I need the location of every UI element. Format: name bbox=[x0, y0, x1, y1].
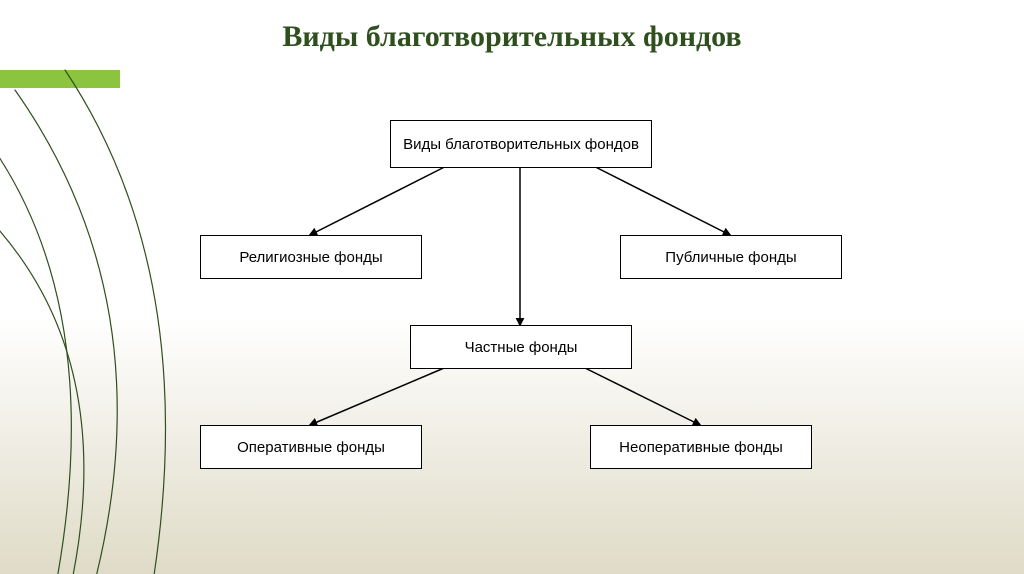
node-label: Виды благотворительных фондов bbox=[403, 136, 639, 153]
node-label: Публичные фонды bbox=[665, 249, 796, 266]
edge-root-to-public bbox=[594, 166, 731, 235]
node-nonoperative: Неоперативные фонды bbox=[590, 425, 812, 469]
node-label: Частные фонды bbox=[465, 339, 578, 356]
node-label: Оперативные фонды bbox=[237, 439, 385, 456]
edge-private-to-nonoperative bbox=[583, 367, 700, 425]
decorative-grass-curves bbox=[0, 0, 1024, 574]
edge-private-to-operative bbox=[310, 367, 447, 425]
accent-bar bbox=[0, 70, 120, 88]
diagram-edges bbox=[0, 0, 1024, 574]
page-title: Виды благотворительных фондов bbox=[0, 20, 1024, 54]
node-private: Частные фонды bbox=[410, 325, 632, 369]
node-operative: Оперативные фонды bbox=[200, 425, 422, 469]
node-public: Публичные фонды bbox=[620, 235, 842, 279]
node-religious: Религиозные фонды bbox=[200, 235, 422, 279]
node-label: Неоперативные фонды bbox=[619, 439, 783, 456]
slide: Виды благотворительных фондов Виды благо… bbox=[0, 0, 1024, 574]
node-root: Виды благотворительных фондов bbox=[390, 120, 652, 168]
node-label: Религиозные фонды bbox=[239, 249, 382, 266]
edge-root-to-religious bbox=[310, 166, 447, 235]
